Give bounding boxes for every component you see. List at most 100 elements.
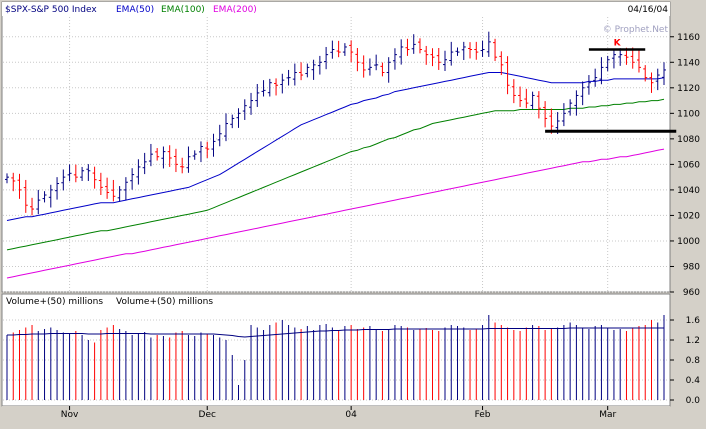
price-bar [330,40,335,59]
price-tick-label: 1060 [677,160,700,170]
price-bar [436,47,441,70]
price-bar [611,49,616,69]
price-bar [148,143,153,167]
price-bar [618,48,623,66]
price-bar [292,63,297,86]
price-bar [392,48,397,70]
price-bar [324,46,329,70]
price-tick-label: 1120 [677,84,700,94]
ema200-line [6,148,665,279]
annotation-k-label: K [614,39,622,49]
volume-title: Volume+(50) millions [6,297,103,307]
price-bar [242,99,247,120]
price-bar [117,186,122,202]
price-bar [430,48,435,67]
price-bar [511,79,516,104]
price-bar [336,40,341,58]
price-bar [5,173,9,184]
price-bar [586,75,591,95]
price-bar [317,55,322,75]
ema50-line [6,72,665,221]
volume-title-2: Volume+(50) millions [116,297,213,307]
price-bar [536,91,541,119]
price-bar [355,47,360,72]
price-bar [468,42,473,59]
volume-tick-label: 0.4 [686,376,701,386]
price-bar [136,159,141,185]
price-bar [374,54,379,71]
price-bar [11,172,16,192]
price-bar [599,57,604,85]
price-bar [36,189,41,215]
price-bar [342,43,347,56]
price-bar [61,169,66,191]
price-bar [480,40,485,57]
price-bar [593,68,598,87]
legend-ema50: EMA(50) [116,5,154,15]
price-tick-label: 1000 [677,237,700,247]
ema100-line [6,98,665,251]
price-bar [130,168,135,190]
legend-ema200: EMA(200) [213,5,257,15]
volume-bars [6,315,665,400]
price-bar [73,164,78,183]
price-bar [17,173,22,199]
price-tick-label: 1020 [677,211,700,221]
price-tick-label: 960 [683,288,700,298]
price-bar [305,63,310,78]
price-bar [111,179,116,202]
price-bar [380,62,385,77]
x-tick-label: Mar [599,410,616,420]
price-bar [636,49,641,73]
price-bar [230,114,235,129]
price-bar [662,62,666,86]
price-bar [255,83,260,107]
price-bar [280,73,285,94]
price-bar [486,31,491,57]
annotations: K [545,39,677,133]
price-bar [67,164,72,182]
volume-tick-label: 1.2 [686,336,700,346]
price-tick-label: 1100 [677,109,700,119]
price-tick-label: 1040 [677,186,700,196]
price-bar [518,86,523,107]
price-bar [574,90,579,116]
price-bar [92,166,97,189]
price-tick-label: 980 [683,262,700,272]
price-bar [274,78,279,96]
price-bar [474,41,479,60]
price-bar [155,148,160,161]
price-grid [3,17,669,293]
price-bar [205,141,210,158]
watermark: © Prophet.Net [603,25,669,35]
price-bar [543,101,548,128]
price-tick-label: 1140 [677,58,700,68]
price-bar [524,88,529,109]
price-bar [30,197,35,216]
price-bar [261,80,266,97]
price-bar [399,39,404,65]
x-axis: NovDec04FebMarApr [61,406,616,420]
price-bar [173,148,178,173]
price-bar [142,152,147,175]
price-bar [180,157,185,174]
price-bar [386,57,391,83]
price-bar [443,50,447,71]
price-bar [211,133,216,157]
volume-avg-line [7,327,664,338]
price-bar [192,150,197,160]
price-bar [167,145,172,167]
price-bar [23,179,28,213]
price-bar [224,113,228,142]
price-bar [405,38,410,56]
price-bar [561,103,566,127]
price-bar [42,191,47,203]
price-bar [461,41,466,60]
price-tick-label: 1080 [677,135,700,145]
legend-ema100: EMA(100) [161,5,205,15]
price-bar [86,164,91,181]
price-bar [411,34,416,54]
x-tick-label: Feb [475,410,491,420]
